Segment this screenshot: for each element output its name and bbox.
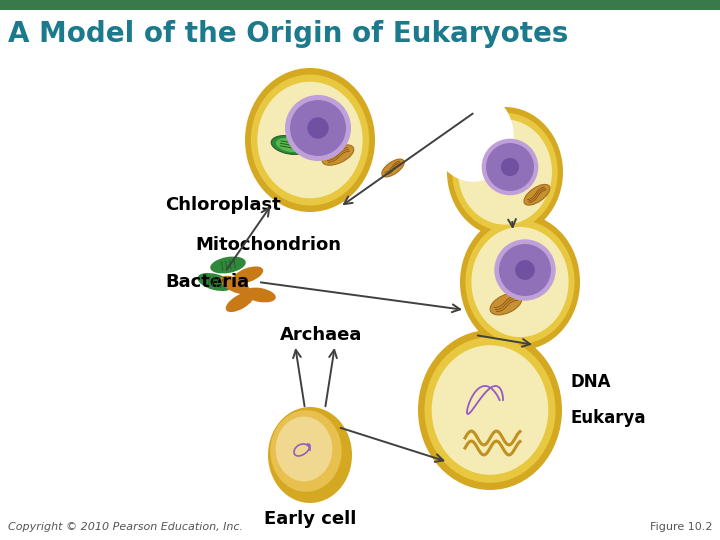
Ellipse shape	[447, 107, 563, 237]
Text: Bacteria: Bacteria	[165, 273, 249, 291]
Circle shape	[290, 100, 346, 156]
Ellipse shape	[197, 273, 233, 291]
Text: DNA: DNA	[570, 373, 611, 391]
Text: Chloroplast: Chloroplast	[165, 196, 281, 214]
Circle shape	[486, 143, 534, 191]
Ellipse shape	[225, 292, 254, 312]
Ellipse shape	[220, 276, 250, 294]
Text: Copyright © 2010 Pearson Education, Inc.: Copyright © 2010 Pearson Education, Inc.	[8, 522, 243, 532]
Ellipse shape	[210, 256, 246, 273]
Ellipse shape	[276, 416, 333, 481]
Ellipse shape	[432, 345, 549, 475]
Ellipse shape	[524, 185, 550, 205]
Circle shape	[499, 244, 551, 296]
Ellipse shape	[244, 288, 276, 302]
Text: Early cell: Early cell	[264, 510, 356, 528]
Ellipse shape	[452, 113, 558, 231]
Ellipse shape	[418, 330, 562, 490]
Ellipse shape	[458, 119, 552, 225]
Circle shape	[501, 158, 519, 176]
Circle shape	[307, 117, 328, 139]
Ellipse shape	[460, 214, 580, 350]
Ellipse shape	[257, 82, 363, 198]
Circle shape	[285, 95, 351, 161]
Ellipse shape	[425, 337, 556, 483]
Ellipse shape	[251, 75, 369, 206]
Ellipse shape	[245, 68, 375, 212]
Ellipse shape	[382, 159, 404, 177]
Circle shape	[482, 139, 539, 195]
Text: Mitochondrion: Mitochondrion	[195, 236, 341, 254]
Ellipse shape	[276, 138, 304, 152]
Ellipse shape	[472, 227, 569, 337]
Text: Figure 10.2: Figure 10.2	[649, 522, 712, 532]
Ellipse shape	[490, 293, 522, 315]
Text: Eukarya: Eukarya	[570, 409, 646, 427]
Text: Archaea: Archaea	[280, 326, 362, 344]
Ellipse shape	[465, 220, 575, 344]
Text: A Model of the Origin of Eukaryotes: A Model of the Origin of Eukaryotes	[8, 20, 568, 48]
Ellipse shape	[268, 407, 352, 503]
Circle shape	[515, 260, 535, 280]
Ellipse shape	[270, 410, 342, 492]
Bar	[0, 0, 720, 10]
Ellipse shape	[433, 91, 513, 182]
Ellipse shape	[271, 136, 309, 154]
Ellipse shape	[233, 266, 264, 284]
Ellipse shape	[323, 145, 354, 165]
Circle shape	[495, 239, 556, 301]
